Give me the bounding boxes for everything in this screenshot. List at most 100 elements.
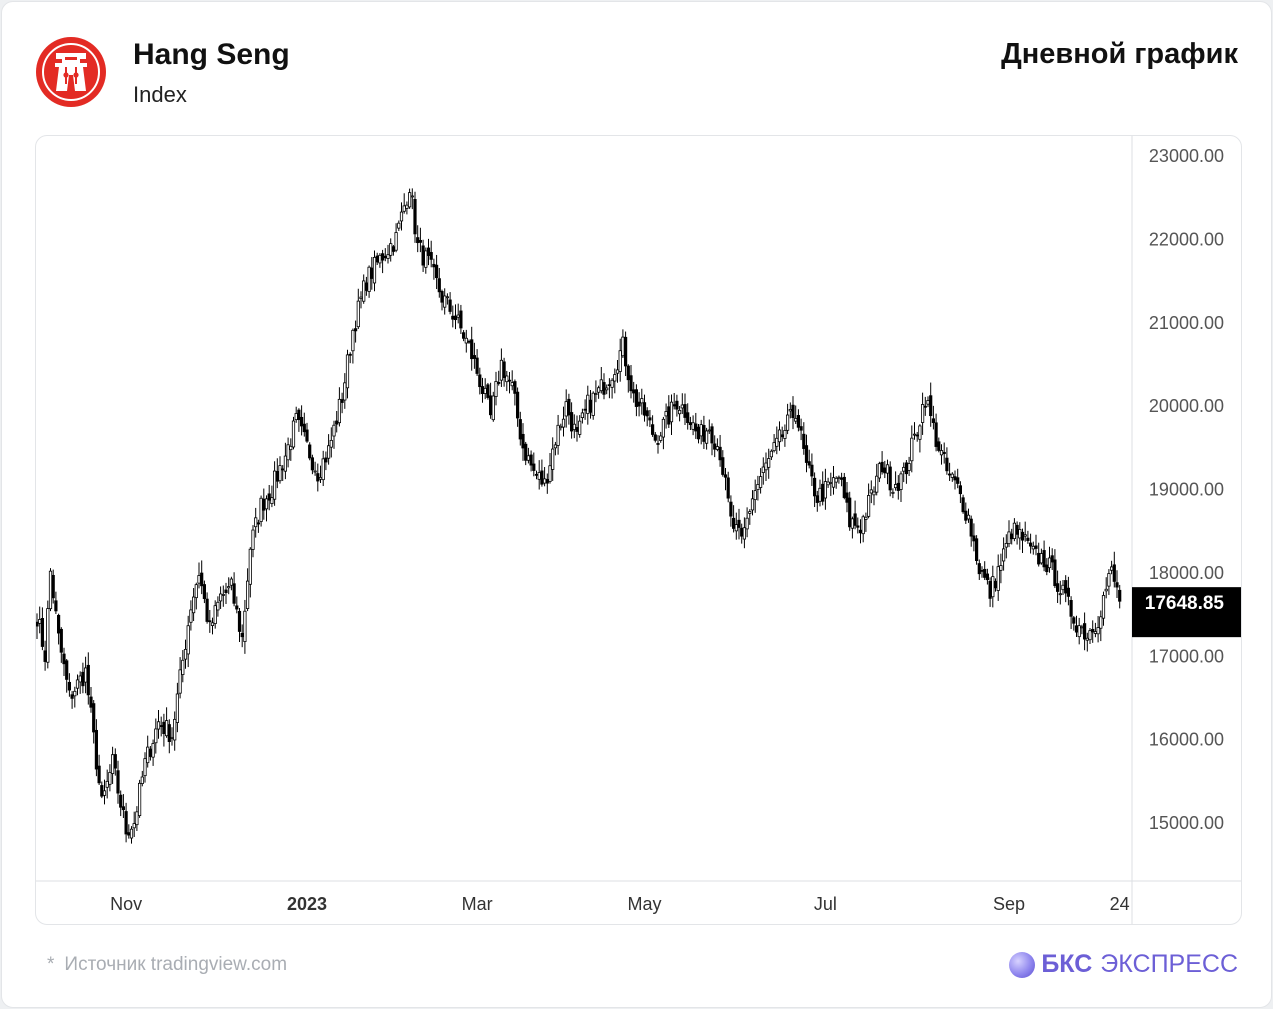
x-tick-label: May [627, 894, 661, 914]
candle-body [513, 381, 517, 394]
y-tick-label: 22000.00 [1149, 229, 1224, 249]
y-tick-label: 21000.00 [1149, 313, 1224, 333]
candle-body [1091, 628, 1095, 633]
candle-body [570, 412, 574, 432]
candle-body [472, 355, 477, 359]
candle-body [975, 538, 979, 561]
candle-body [629, 375, 633, 392]
candle-body [262, 498, 266, 511]
candle-body [51, 574, 55, 599]
candle-body [705, 430, 709, 444]
candle-body [1039, 553, 1044, 564]
candle-body [1058, 593, 1062, 596]
candle-body [1118, 589, 1122, 602]
candle-body [127, 832, 131, 836]
candle-body [405, 204, 409, 209]
candle-body [904, 462, 909, 475]
candle-body [537, 472, 541, 480]
candle-body [451, 315, 455, 320]
candle-body [1012, 522, 1017, 539]
candle-body [583, 408, 587, 411]
candle-body [818, 487, 822, 502]
candle-body [175, 693, 179, 723]
candle-body [632, 389, 636, 394]
candle-body [302, 423, 306, 433]
candle-body [993, 580, 998, 589]
candle-body [100, 785, 104, 797]
candle-body [515, 391, 520, 419]
candle-body [642, 402, 647, 416]
candle-body [1045, 564, 1049, 573]
candle-body [769, 450, 774, 458]
candle-body [283, 455, 287, 472]
candle-body [661, 418, 666, 438]
candle-body [942, 451, 946, 455]
candle-body [75, 679, 80, 689]
candle-body [977, 563, 981, 575]
candle-body [532, 463, 536, 471]
candle-body [659, 435, 663, 441]
candle-body [540, 470, 544, 485]
candle-body [726, 477, 730, 499]
candle-body [1099, 616, 1103, 629]
candle-body [294, 413, 298, 421]
candle-body [948, 473, 952, 476]
candle-body [232, 583, 236, 604]
candle-body [254, 517, 258, 528]
candle-body [434, 264, 439, 279]
candle-body [923, 405, 927, 408]
candle-body [680, 404, 684, 409]
candle-body [259, 497, 263, 522]
candle-body [602, 382, 606, 395]
candle-body [1104, 588, 1108, 592]
candle-body [340, 399, 344, 403]
source-note: * Источник tradingview.com [47, 954, 287, 976]
candle-body [953, 476, 957, 481]
candle-body [362, 280, 366, 302]
chart-kind-label: Дневной график [1001, 38, 1238, 70]
candle-body [1080, 626, 1084, 629]
candle-body [796, 415, 801, 428]
candle-body [791, 404, 795, 418]
candle-body [129, 828, 134, 839]
candle-body [89, 696, 93, 708]
candle-body [526, 455, 531, 461]
candle-body [607, 384, 612, 387]
candle-body [92, 703, 96, 733]
candle-body [216, 601, 220, 611]
candle-body [138, 782, 142, 817]
candle-body [869, 489, 873, 494]
candle-body [510, 382, 514, 387]
candle-body [200, 572, 204, 587]
chart-subtitle: Index [133, 82, 187, 107]
candle-body [108, 771, 112, 785]
candle-body [723, 474, 728, 478]
candle-body [912, 433, 917, 436]
candle-body [848, 497, 852, 528]
candle-body [491, 395, 495, 421]
candle-body [248, 548, 252, 585]
candle-body [834, 477, 838, 483]
candle-body [499, 359, 504, 381]
candle-body [634, 389, 639, 407]
brand-name-strong: БКС [1041, 950, 1093, 978]
candle-body [424, 250, 428, 268]
candle-body [548, 465, 552, 482]
candle-body [375, 255, 379, 263]
candle-body [972, 535, 976, 542]
x-tick-label: 24 [1110, 894, 1130, 914]
candle-body [767, 458, 771, 468]
candle-body [1047, 557, 1052, 569]
candle-body [270, 497, 274, 504]
candle-body [208, 620, 212, 623]
candle-body [483, 387, 487, 394]
candle-body [653, 434, 657, 441]
candle-body [183, 648, 188, 660]
candle-body [718, 446, 722, 461]
candle-body [1112, 564, 1116, 582]
candle-body [621, 336, 625, 357]
candle-body [251, 529, 255, 550]
candle-body [1083, 623, 1087, 640]
candle-body [988, 581, 992, 599]
candle-body [850, 518, 855, 529]
